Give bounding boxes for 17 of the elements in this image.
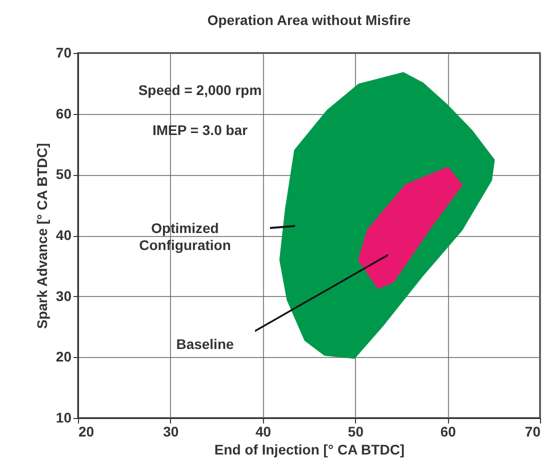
y-tick-label: 50 (56, 166, 72, 182)
chart-title: Operation Area without Misfire (207, 12, 411, 28)
x-tick-label: 50 (348, 424, 364, 440)
x-axis-title: End of Injection [° CA BTDC] (214, 442, 405, 458)
y-tick-label: 30 (56, 288, 72, 304)
y-tick-label: 40 (56, 227, 72, 243)
annotation: Baseline (176, 336, 234, 352)
x-tick-label: 70 (524, 424, 541, 440)
x-tick-label: 20 (78, 424, 94, 440)
x-tick-label: 30 (163, 424, 179, 440)
x-tick-label: 60 (440, 424, 456, 440)
y-axis-title: Spark Advance [° CA BTDC] (34, 143, 50, 329)
y-tick-label: 60 (56, 105, 72, 122)
x-tick-label: 40 (256, 424, 272, 440)
y-tick-label: 10 (56, 410, 72, 426)
y-tick-label: 20 (56, 348, 72, 365)
y-tick-label: 70 (56, 44, 72, 60)
